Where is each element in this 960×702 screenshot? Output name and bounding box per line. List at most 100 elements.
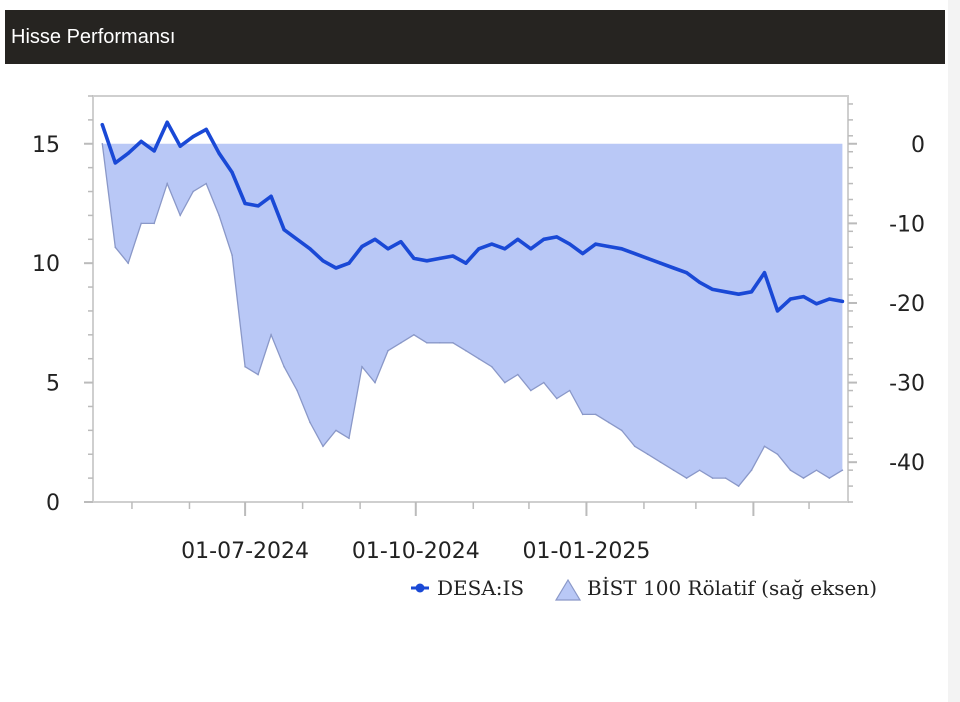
- legend-entry-desa[interactable]: DESA:IS: [411, 576, 524, 600]
- legend: DESA:IS BİST 100 Rölatif (sağ eksen): [411, 576, 877, 601]
- bist-relative-point: [205, 182, 207, 185]
- bist-relative-point: [698, 469, 701, 472]
- bist-relative-point: [114, 246, 117, 249]
- desa-price-point: [503, 247, 507, 251]
- desa-price-point: [788, 297, 793, 301]
- desa-price-point: [178, 144, 182, 148]
- bist-relative-point: [750, 469, 753, 472]
- desa-price-point: [113, 161, 117, 165]
- desa-price-point: [100, 123, 104, 127]
- desa-price-point: [269, 194, 273, 198]
- bist-relative-point: [672, 469, 675, 472]
- desa-price-point: [568, 242, 572, 246]
- bist-relative-point: [322, 445, 324, 448]
- bist-relative-point: [361, 365, 363, 368]
- bist-relative-point: [711, 477, 714, 479]
- desa-price-point: [737, 292, 741, 296]
- bist-relative-point: [218, 214, 220, 217]
- scrollbar-track[interactable]: [948, 0, 960, 702]
- desa-price-point: [762, 271, 767, 275]
- desa-price-point: [633, 252, 637, 256]
- bist-relative-point: [270, 334, 272, 336]
- desa-price-point: [685, 271, 689, 275]
- desa-price-point: [620, 247, 624, 251]
- desa-price-point: [321, 259, 325, 263]
- desa-price-point: [451, 254, 455, 258]
- desa-price-point: [308, 247, 312, 251]
- desa-price-point: [581, 252, 585, 256]
- desa-price-point: [139, 139, 143, 143]
- bist-relative-point: [633, 445, 636, 448]
- bist-relative-point: [400, 342, 402, 344]
- bist-relative-point: [815, 469, 818, 472]
- bist-relative-area: [102, 143, 843, 487]
- desa-price-point: [490, 242, 494, 246]
- y-right-tick-label: 0: [911, 133, 925, 158]
- legend-desa-marker: [415, 583, 425, 593]
- desa-price-point: [126, 151, 130, 155]
- bist-relative-point: [244, 365, 246, 368]
- desa-price-point: [256, 204, 260, 208]
- bist-relative-point: [789, 469, 792, 472]
- bist-relative-point: [153, 222, 155, 225]
- bist-relative-point: [828, 477, 831, 479]
- desa-price-point: [672, 266, 676, 270]
- desa-price-point: [399, 240, 403, 244]
- desa-price-point: [724, 290, 728, 294]
- bist-relative-point: [530, 389, 532, 392]
- desa-price-point: [464, 261, 468, 265]
- y-right-tick-label: -40: [889, 451, 925, 476]
- bist-relative-point: [179, 214, 181, 217]
- desa-price-point: [243, 201, 247, 206]
- plot-frame: [92, 95, 849, 503]
- bist-relative-point: [478, 357, 480, 360]
- desa-price-point: [542, 237, 546, 241]
- desa-price-point: [152, 149, 156, 153]
- desa-price-point: [827, 297, 832, 301]
- bist-relative-point: [581, 413, 584, 416]
- bist-relative-point: [841, 469, 844, 472]
- bist-relative-point: [685, 477, 688, 479]
- legend-entry-bist[interactable]: BİST 100 Rölatif (sağ eksen): [554, 576, 877, 601]
- desa-price-point: [516, 237, 520, 241]
- bist-relative-point: [568, 389, 571, 392]
- bist-relative-point: [140, 222, 142, 225]
- y-right-tick-label: -10: [889, 212, 925, 237]
- bist-relative-point: [335, 429, 337, 432]
- bist-relative-point: [348, 437, 350, 440]
- desa-price-point: [347, 261, 351, 265]
- y-left-tick-label: 0: [46, 491, 60, 516]
- bist-relative-point: [802, 477, 805, 479]
- bist-relative-point: [504, 381, 506, 384]
- x-tick-label: 01-07-2024: [181, 539, 309, 564]
- desa-price-point: [646, 256, 650, 260]
- bist-relative-point: [166, 182, 168, 185]
- legend-desa-label: DESA:IS: [437, 576, 524, 600]
- desa-price-point: [204, 127, 208, 131]
- y-left-tick-label: 5: [46, 372, 60, 397]
- x-tick-label: 01-10-2024: [352, 539, 480, 564]
- desa-price-point: [477, 247, 481, 251]
- desa-price-point: [659, 261, 663, 265]
- bist-relative-point: [101, 143, 104, 145]
- bist-relative-point: [517, 373, 519, 376]
- y-left-tick-label: 10: [32, 252, 60, 277]
- desa-price-point: [555, 235, 559, 239]
- desa-price-point: [282, 228, 286, 232]
- desa-price-point: [749, 290, 754, 294]
- x-tick-label: 01-01-2025: [523, 539, 651, 564]
- bist-relative-point: [491, 365, 493, 368]
- bist-relative-point: [607, 421, 610, 424]
- desa-price-line: [100, 120, 845, 313]
- page-title: Hisse Performansı: [11, 25, 176, 48]
- desa-price-point: [217, 151, 221, 155]
- y-left-tick-label: 15: [32, 133, 60, 158]
- bist-relative-point: [763, 445, 766, 448]
- desa-price-point: [438, 256, 442, 260]
- bist-relative-outline: [101, 143, 843, 487]
- desa-price-point: [386, 247, 390, 251]
- desa-price-point: [814, 302, 819, 306]
- bist-relative-point: [620, 429, 623, 432]
- desa-price-point: [360, 244, 364, 249]
- legend-bist-triangle-icon: [554, 578, 582, 601]
